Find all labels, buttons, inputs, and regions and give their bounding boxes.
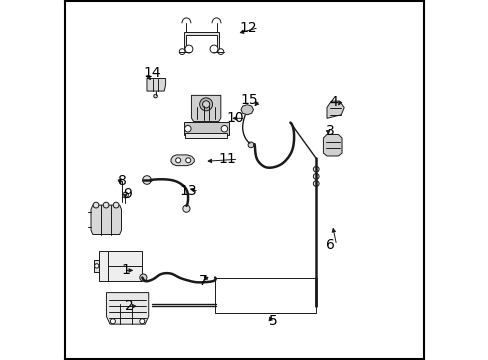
Circle shape <box>142 176 151 184</box>
Circle shape <box>94 264 99 268</box>
Circle shape <box>93 202 99 208</box>
Circle shape <box>122 192 128 198</box>
Text: 9: 9 <box>123 186 132 201</box>
Polygon shape <box>171 155 194 166</box>
Text: 15: 15 <box>240 93 258 107</box>
Text: 13: 13 <box>179 184 197 198</box>
Circle shape <box>140 319 144 324</box>
Circle shape <box>247 142 253 148</box>
Text: 6: 6 <box>325 238 334 252</box>
Text: 12: 12 <box>239 21 257 35</box>
Polygon shape <box>91 205 121 234</box>
Circle shape <box>103 202 109 208</box>
Text: 4: 4 <box>329 95 338 109</box>
Circle shape <box>313 166 319 172</box>
Circle shape <box>110 319 115 324</box>
Text: 11: 11 <box>219 152 236 166</box>
Text: 3: 3 <box>325 123 334 138</box>
Circle shape <box>202 101 209 108</box>
Circle shape <box>153 94 157 98</box>
Bar <box>184 134 227 138</box>
Polygon shape <box>106 293 148 324</box>
Circle shape <box>210 45 218 53</box>
Polygon shape <box>147 78 165 91</box>
Polygon shape <box>191 95 221 122</box>
Circle shape <box>185 158 190 163</box>
Polygon shape <box>323 134 341 156</box>
Circle shape <box>218 49 223 54</box>
Polygon shape <box>183 122 228 135</box>
Circle shape <box>199 98 212 111</box>
Text: 8: 8 <box>118 174 127 188</box>
Text: 1: 1 <box>122 264 130 277</box>
Text: 7: 7 <box>199 274 207 288</box>
Text: 2: 2 <box>125 299 134 313</box>
Circle shape <box>184 126 191 132</box>
Bar <box>99 251 142 281</box>
Circle shape <box>140 274 147 281</box>
Circle shape <box>221 126 227 132</box>
Circle shape <box>113 202 119 208</box>
Circle shape <box>313 181 319 186</box>
Text: 5: 5 <box>268 314 277 328</box>
Circle shape <box>184 45 192 53</box>
Polygon shape <box>183 32 219 51</box>
Polygon shape <box>241 105 253 115</box>
Polygon shape <box>326 101 344 118</box>
Circle shape <box>179 49 184 54</box>
Polygon shape <box>94 260 99 272</box>
Circle shape <box>175 158 180 163</box>
Circle shape <box>313 174 319 179</box>
Circle shape <box>183 205 190 212</box>
Bar <box>215 278 316 313</box>
Text: 14: 14 <box>143 66 161 80</box>
Text: 10: 10 <box>225 111 244 125</box>
